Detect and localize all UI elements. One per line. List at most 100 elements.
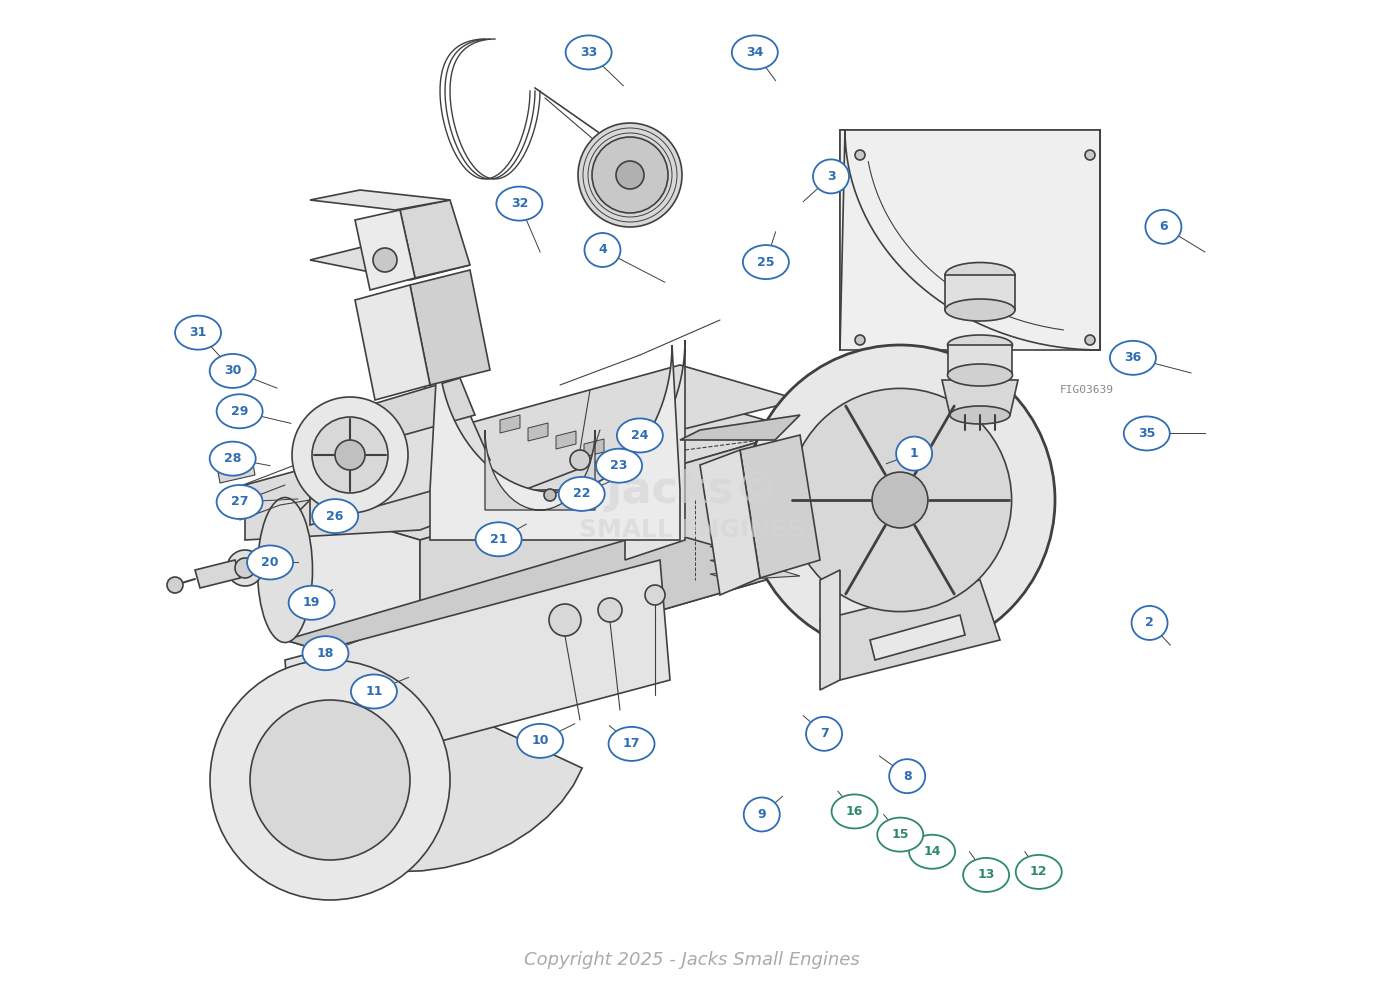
Polygon shape [820,580,1000,680]
Polygon shape [400,200,470,278]
Ellipse shape [950,406,1010,424]
Ellipse shape [945,299,1015,321]
Text: 4: 4 [598,244,607,256]
Circle shape [788,388,1011,612]
Polygon shape [839,130,1100,350]
Circle shape [1084,335,1096,345]
Text: 27: 27 [231,496,248,508]
Text: 11: 11 [366,685,382,698]
Ellipse shape [1109,341,1156,375]
Ellipse shape [302,636,349,670]
Text: 18: 18 [317,647,334,659]
Circle shape [548,604,580,636]
Ellipse shape [350,674,397,709]
Polygon shape [711,460,801,470]
Text: 36: 36 [1125,352,1141,364]
Polygon shape [429,345,680,540]
Ellipse shape [608,727,655,761]
Polygon shape [945,275,1015,310]
Polygon shape [355,285,429,400]
Polygon shape [270,520,661,872]
Polygon shape [740,435,820,578]
Polygon shape [942,380,1018,415]
Text: 1: 1 [910,448,918,460]
Text: 33: 33 [580,46,597,58]
Text: 29: 29 [231,405,248,417]
Polygon shape [870,615,965,660]
Circle shape [645,585,665,605]
Circle shape [616,161,644,190]
Ellipse shape [616,418,663,453]
Ellipse shape [558,477,605,511]
Text: 6: 6 [1159,221,1168,233]
Polygon shape [425,340,686,560]
Text: 2: 2 [1145,617,1154,629]
Polygon shape [711,501,801,511]
Polygon shape [355,210,416,290]
Circle shape [312,417,388,493]
Polygon shape [711,474,801,484]
Ellipse shape [831,794,878,829]
Text: 28: 28 [224,453,241,465]
Text: FIG03639: FIG03639 [1060,385,1114,395]
Polygon shape [485,430,596,510]
Polygon shape [410,270,490,385]
Ellipse shape [742,245,789,279]
Ellipse shape [517,724,564,758]
Ellipse shape [596,449,643,483]
Ellipse shape [1015,855,1062,889]
Polygon shape [195,560,240,588]
Ellipse shape [806,717,842,751]
Polygon shape [314,378,475,460]
Circle shape [873,472,928,528]
Circle shape [211,660,450,900]
Ellipse shape [1132,606,1168,640]
Polygon shape [711,515,801,525]
Ellipse shape [247,545,294,580]
Text: 22: 22 [573,488,590,500]
Text: 20: 20 [262,556,278,569]
Circle shape [292,397,409,513]
Text: Jacks©: Jacks© [605,469,778,511]
Polygon shape [711,488,801,498]
Ellipse shape [496,186,543,221]
Circle shape [745,345,1055,655]
Text: 34: 34 [747,46,763,58]
Ellipse shape [731,35,778,70]
Text: 19: 19 [303,597,320,609]
Polygon shape [711,556,801,566]
Polygon shape [612,447,632,465]
Polygon shape [584,439,604,457]
Text: 35: 35 [1138,427,1155,439]
Ellipse shape [947,335,1012,355]
Polygon shape [310,415,490,525]
Circle shape [591,137,668,213]
Ellipse shape [1145,210,1181,244]
Polygon shape [699,450,760,595]
Ellipse shape [889,759,925,793]
Polygon shape [555,431,576,449]
Polygon shape [215,447,255,483]
Ellipse shape [584,233,620,267]
Ellipse shape [258,498,313,642]
Polygon shape [285,500,420,680]
Text: 15: 15 [892,829,909,841]
Polygon shape [285,390,801,540]
Text: 23: 23 [611,460,627,472]
Text: 9: 9 [758,808,766,821]
Ellipse shape [475,522,522,556]
Text: 32: 32 [511,198,528,210]
Circle shape [855,335,866,345]
Text: 14: 14 [924,846,940,858]
Ellipse shape [175,316,222,350]
Text: 21: 21 [490,533,507,545]
Polygon shape [528,423,548,442]
Ellipse shape [216,394,263,428]
Polygon shape [310,245,470,280]
Polygon shape [947,345,1012,375]
Ellipse shape [288,586,335,620]
Polygon shape [711,542,801,552]
Circle shape [335,440,366,470]
Ellipse shape [216,485,263,519]
Ellipse shape [877,817,924,852]
